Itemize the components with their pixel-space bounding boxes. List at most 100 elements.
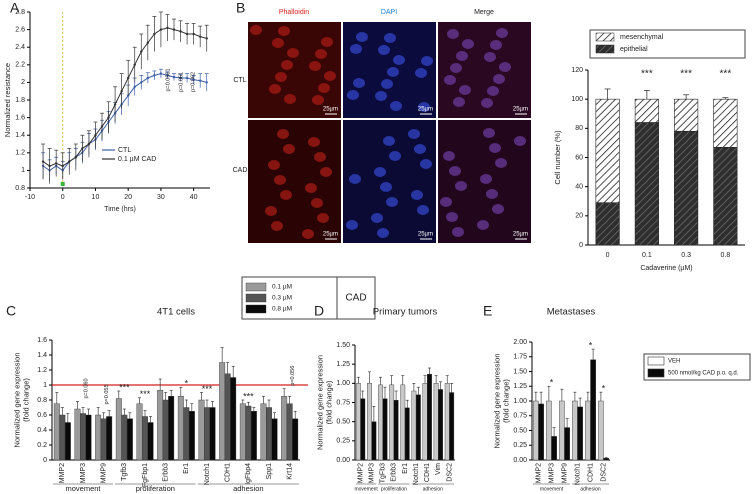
cell <box>487 86 499 96</box>
cell <box>317 213 329 223</box>
cell <box>377 228 389 238</box>
x-tick-label: 10 <box>92 194 100 201</box>
x-tick-label: 40 <box>190 194 198 201</box>
x-tick-label: 0.3 <box>681 252 691 259</box>
treatment-dot <box>60 182 65 186</box>
cell <box>269 84 281 94</box>
legend-swatch <box>245 282 267 292</box>
y-axis-label: Normalized gene expression <box>12 352 21 447</box>
cell <box>443 151 455 161</box>
group-label: proliferation <box>381 486 407 492</box>
x-tick-label: TgFb3 <box>380 463 387 483</box>
condition-label: CAD <box>233 167 248 174</box>
annotation: *** <box>140 389 151 399</box>
cell <box>483 128 495 138</box>
y-tick-label: 0.75 <box>513 413 527 420</box>
cell <box>324 71 336 81</box>
legend-label: 0.3 µM <box>272 295 292 302</box>
bar <box>250 411 257 461</box>
bar <box>389 384 395 461</box>
scale-bar-label: 25µm <box>418 107 433 113</box>
y-tick-label: 1.6 <box>15 114 25 121</box>
bar-segment <box>713 146 738 246</box>
y-tick-label: 2.8 <box>15 9 25 16</box>
bar <box>367 383 372 461</box>
cell <box>275 72 287 82</box>
legend-label: VEH <box>668 359 680 365</box>
bar <box>382 398 388 461</box>
cell <box>353 78 365 88</box>
cell <box>302 229 314 239</box>
cell <box>321 37 333 47</box>
x-tick-label: DSC2 <box>446 463 453 482</box>
panel-label: C <box>6 303 16 319</box>
y-tick-label: 2.4 <box>15 44 25 51</box>
y-tick-label: 2.2 <box>15 62 25 69</box>
bar <box>590 359 596 461</box>
cell <box>380 182 392 192</box>
panel-label: D <box>314 303 324 319</box>
x-tick-label: Notch1 <box>204 463 211 485</box>
bar <box>422 383 428 461</box>
x-tick-label: IgFbp4 <box>245 463 252 485</box>
cell <box>287 48 299 58</box>
y-tick-label: 60 <box>575 154 583 161</box>
bar <box>209 407 216 461</box>
bar <box>546 400 552 461</box>
cell <box>272 38 284 48</box>
scale-bar-label: 25µm <box>323 107 338 113</box>
cell <box>346 220 358 230</box>
panel-label: E <box>483 303 492 319</box>
x-tick-label: DSC2 <box>600 463 607 482</box>
y-tick-label: 80 <box>575 125 583 132</box>
y-axis-label: Normalized gene expression <box>492 353 501 448</box>
legend-label: 0.1 µM <box>272 284 292 291</box>
bar <box>183 407 190 461</box>
legend-title: CAD <box>345 293 366 304</box>
y-tick-label: 2.00 <box>513 339 527 346</box>
bar <box>564 427 570 461</box>
cell <box>283 144 295 154</box>
x-tick-label: -10 <box>25 194 35 201</box>
cell <box>499 62 511 72</box>
y-axis-label: Normalized gene expression <box>315 355 324 450</box>
cell <box>349 174 361 184</box>
cell <box>452 227 464 237</box>
cell <box>374 167 386 177</box>
cell <box>444 75 456 85</box>
annotation: p=0.061 <box>178 72 184 92</box>
scale-bar-label: 25µm <box>323 232 338 238</box>
bar <box>292 418 299 461</box>
x-tick-label: 30 <box>157 194 165 201</box>
image <box>248 120 341 243</box>
bar <box>427 373 432 461</box>
bar <box>559 400 565 461</box>
cell <box>278 26 290 36</box>
y-tick-label: 1.4 <box>15 132 25 139</box>
legend-label: CTL <box>118 147 131 154</box>
bar <box>603 458 609 461</box>
panel-label: B <box>236 0 245 16</box>
cell <box>415 68 427 78</box>
bar <box>162 399 169 461</box>
x-tick-label: Erbb3 <box>163 463 170 482</box>
cell <box>496 28 508 38</box>
cell <box>284 94 296 104</box>
cell <box>265 206 277 216</box>
bar <box>404 407 410 461</box>
y-tick-label: 0 <box>579 242 583 249</box>
cell <box>309 61 321 71</box>
cell <box>350 44 362 54</box>
annotation: p=0.0501 <box>165 68 171 91</box>
y-tick-label: 1.00 <box>336 380 350 387</box>
bar <box>168 396 175 461</box>
bar <box>538 403 544 461</box>
annotation: * <box>185 379 189 389</box>
bar-segment <box>595 98 620 204</box>
annotation: p=0.055 <box>104 384 110 404</box>
bar <box>360 398 366 461</box>
channel-label: Merge <box>474 9 494 16</box>
cell <box>450 63 462 73</box>
bar <box>100 418 107 461</box>
